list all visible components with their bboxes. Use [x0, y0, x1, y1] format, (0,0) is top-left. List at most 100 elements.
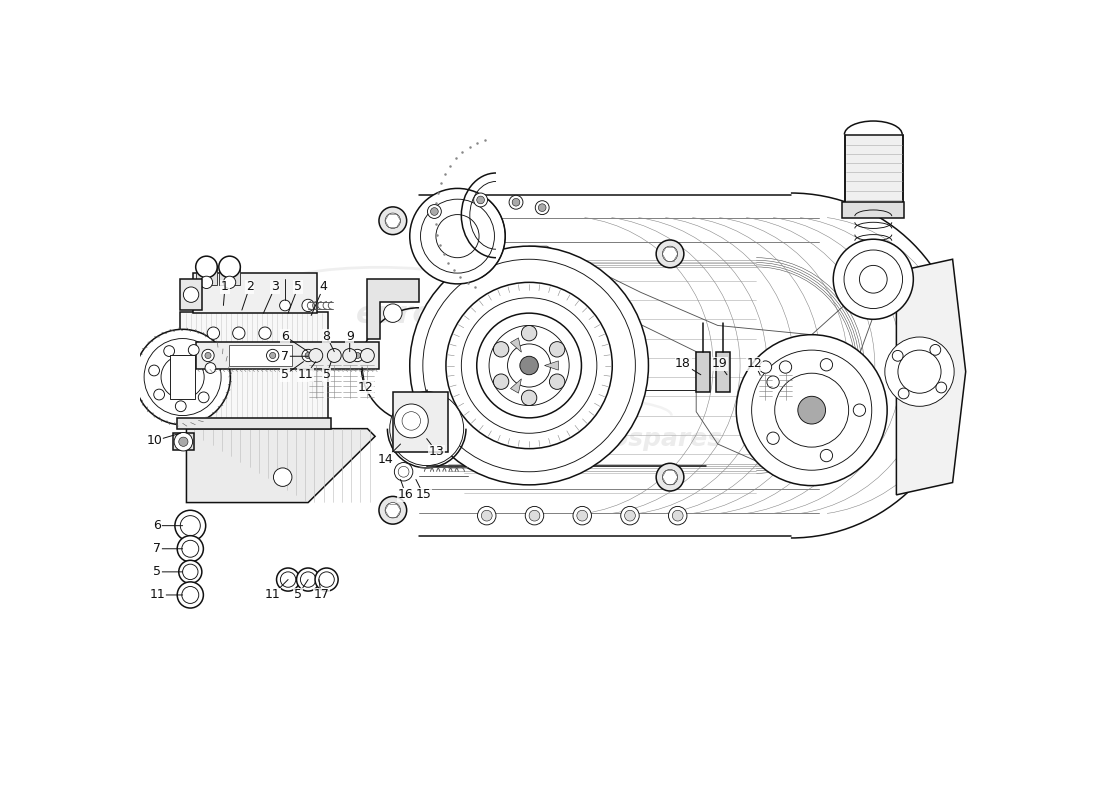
Circle shape — [834, 239, 913, 319]
Circle shape — [175, 510, 206, 541]
Circle shape — [854, 404, 866, 416]
Circle shape — [477, 506, 496, 525]
Circle shape — [232, 327, 245, 339]
Circle shape — [389, 392, 464, 466]
Circle shape — [202, 350, 215, 362]
Circle shape — [378, 207, 407, 234]
Bar — [393, 392, 449, 452]
Bar — [219, 268, 241, 285]
Circle shape — [521, 390, 537, 406]
Circle shape — [182, 540, 199, 558]
Circle shape — [428, 205, 441, 218]
Circle shape — [205, 353, 211, 358]
Circle shape — [398, 466, 409, 477]
Circle shape — [205, 362, 216, 374]
Circle shape — [354, 353, 361, 358]
Circle shape — [384, 304, 402, 322]
Circle shape — [361, 349, 374, 362]
Bar — [196, 342, 378, 370]
Circle shape — [476, 313, 582, 418]
Circle shape — [300, 572, 316, 587]
Circle shape — [223, 276, 235, 289]
Circle shape — [930, 345, 940, 355]
Circle shape — [258, 327, 272, 339]
Polygon shape — [896, 259, 966, 495]
Text: 5: 5 — [280, 362, 304, 382]
Circle shape — [520, 356, 538, 374]
Circle shape — [656, 240, 684, 268]
Text: 15: 15 — [416, 479, 431, 502]
Circle shape — [494, 374, 509, 390]
Text: 16: 16 — [398, 479, 414, 502]
Circle shape — [274, 468, 292, 486]
Text: eurospares: eurospares — [563, 427, 722, 451]
Circle shape — [409, 246, 648, 485]
Text: 2: 2 — [242, 281, 253, 310]
Circle shape — [144, 338, 221, 415]
Text: 11: 11 — [265, 579, 288, 602]
Circle shape — [200, 276, 212, 289]
Circle shape — [177, 582, 204, 608]
Circle shape — [276, 568, 299, 591]
Circle shape — [513, 198, 520, 206]
Circle shape — [402, 412, 420, 430]
Circle shape — [309, 349, 322, 362]
Circle shape — [266, 350, 279, 362]
Circle shape — [177, 536, 204, 562]
Text: 19: 19 — [712, 358, 727, 374]
Circle shape — [148, 365, 159, 376]
Polygon shape — [544, 361, 559, 370]
Bar — [196, 268, 218, 285]
Circle shape — [394, 462, 412, 481]
Circle shape — [328, 349, 341, 362]
Text: eurospares: eurospares — [356, 300, 549, 329]
Bar — [843, 202, 904, 218]
Text: 6: 6 — [153, 519, 183, 532]
Circle shape — [182, 586, 199, 603]
Text: 9: 9 — [345, 330, 353, 352]
Circle shape — [892, 350, 903, 362]
Circle shape — [821, 450, 833, 462]
Circle shape — [315, 568, 338, 591]
Circle shape — [494, 342, 509, 357]
Circle shape — [385, 502, 400, 518]
Circle shape — [174, 433, 192, 451]
Bar — [192, 273, 318, 313]
Circle shape — [343, 349, 356, 362]
Circle shape — [446, 282, 613, 449]
Circle shape — [474, 193, 487, 207]
Polygon shape — [510, 338, 521, 352]
Circle shape — [297, 568, 320, 591]
Circle shape — [301, 299, 315, 312]
Text: 12: 12 — [358, 367, 373, 394]
Text: 5: 5 — [294, 579, 308, 602]
Circle shape — [821, 358, 833, 371]
Circle shape — [625, 510, 636, 521]
Circle shape — [385, 213, 400, 229]
Circle shape — [196, 256, 218, 278]
Circle shape — [270, 353, 276, 358]
Circle shape — [767, 432, 779, 444]
Circle shape — [669, 506, 686, 525]
Circle shape — [620, 506, 639, 525]
Circle shape — [767, 376, 779, 388]
Circle shape — [178, 437, 188, 446]
Circle shape — [305, 353, 311, 358]
Circle shape — [482, 510, 492, 521]
Circle shape — [507, 344, 551, 387]
Circle shape — [476, 196, 484, 204]
Circle shape — [751, 350, 871, 470]
Text: 13: 13 — [427, 438, 444, 458]
Circle shape — [183, 564, 198, 579]
Circle shape — [936, 382, 947, 393]
Bar — [229, 346, 292, 366]
Text: 4: 4 — [311, 281, 328, 315]
Circle shape — [736, 334, 888, 486]
Bar — [716, 353, 730, 393]
Circle shape — [164, 346, 175, 357]
Bar — [173, 434, 195, 450]
Polygon shape — [510, 379, 521, 393]
Circle shape — [538, 204, 546, 211]
Circle shape — [436, 214, 480, 258]
Polygon shape — [367, 279, 419, 338]
